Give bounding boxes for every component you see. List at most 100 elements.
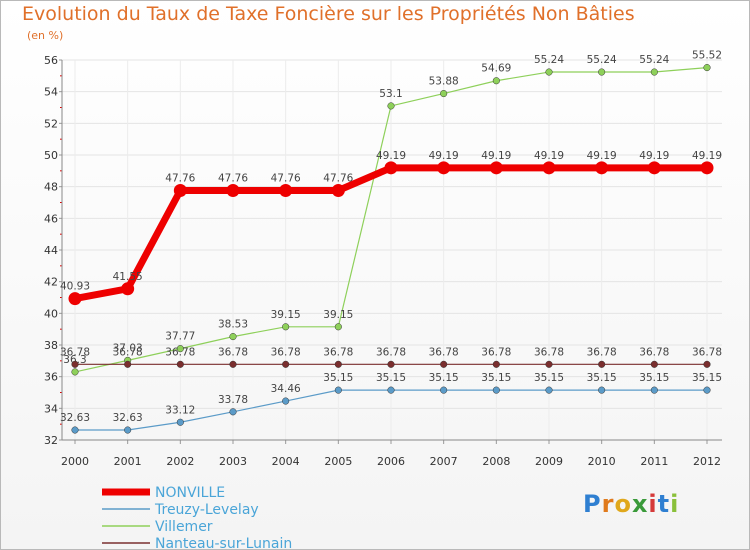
data-point [440,360,448,368]
data-point [387,386,395,394]
data-point [71,360,79,368]
x-tick-label: 2001 [114,455,142,468]
data-label: 35.15 [587,372,617,384]
data-point [598,360,606,368]
series-treuzy-levelay: 32.63 32.63 33.12 33.78 34.46 35.15 35.15 35.15… [60,372,722,434]
data-point [279,183,293,197]
data-point [595,161,609,175]
data-label: 36.78 [271,346,301,358]
data-point [598,386,606,394]
data-label: 53.88 [429,76,459,88]
data-label: 36.78 [376,346,406,358]
data-point [440,90,448,98]
data-label: 47.76 [165,172,195,184]
chart-unit-label: (en %) [27,29,64,42]
data-label: 37.77 [165,331,195,343]
data-label: 47.76 [271,172,301,184]
data-point [68,292,82,306]
y-tick-label: 34 [44,402,58,415]
data-label: 55.52 [692,50,722,62]
data-label: 40.93 [60,281,90,293]
data-point [492,77,500,85]
data-point [229,408,237,416]
data-point [282,397,290,405]
data-label: 35.15 [692,372,722,384]
logo-letter: t [657,490,671,518]
y-tick-label: 50 [44,149,58,162]
series-nanteau-sur-lunain: 36.78 36.78 36.78 36.78 36.78 36.78 36.78 36.78… [60,346,722,368]
data-label: 54.69 [481,63,511,75]
data-label: 35.15 [481,372,511,384]
data-label: 49.19 [587,150,617,162]
data-label: 36.78 [692,346,722,358]
data-label: 35.15 [376,372,406,384]
data-label: 34.46 [271,383,301,395]
x-tick-label: 2005 [324,455,352,468]
data-point [545,360,553,368]
x-tick-label: 2000 [61,455,89,468]
data-label: 36.78 [323,346,353,358]
data-point [384,161,398,175]
data-label: 36.78 [639,346,669,358]
data-point [440,386,448,394]
data-label: 53.1 [379,88,402,100]
data-label: 37.03 [113,342,143,354]
x-tick-label: 2004 [272,455,300,468]
y-tick-label: 52 [44,117,58,130]
data-point [173,183,187,197]
x-tick-label: 2003 [219,455,247,468]
data-label: 36.78 [481,346,511,358]
data-label: 49.19 [481,150,511,162]
data-point [124,426,132,434]
y-tick-label: 40 [44,307,58,320]
data-point [545,68,553,76]
data-point [492,360,500,368]
data-point [176,345,184,353]
data-point [647,161,661,175]
data-label: 49.19 [376,150,406,162]
data-point [282,360,290,368]
data-point [176,418,184,426]
series-villemer: 36.3 37.03 37.77 38.53 39.15 39.15 53.1 53.88 54… [63,50,722,376]
data-label: 36.78 [534,346,564,358]
data-label: 35.15 [639,372,669,384]
logo-letter: r [601,490,615,518]
data-label: 49.19 [639,150,669,162]
data-label: 33.12 [165,404,195,416]
data-point [545,386,553,394]
data-label: 49.19 [534,150,564,162]
data-label: 32.63 [113,412,143,424]
data-label: 35.15 [534,372,564,384]
y-tick-label: 32 [44,434,58,447]
data-point [703,64,711,72]
data-label: 32.63 [60,412,90,424]
data-point [437,161,451,175]
data-point [334,323,342,331]
data-point [387,360,395,368]
logo-letter: P [583,490,602,518]
data-label: 49.19 [692,150,722,162]
data-point [71,368,79,376]
y-tick-label: 46 [44,212,58,225]
data-point [387,102,395,110]
x-tick-label: 2009 [535,455,563,468]
data-point [229,333,237,341]
data-label: 35.15 [429,372,459,384]
data-label: 47.76 [218,172,248,184]
data-point [700,161,714,175]
series-nonville: 40.93 41.55 47.76 47.76 47.76 47.76 49.19 49.19… [60,150,722,306]
data-label: 33.78 [218,394,248,406]
data-point [650,68,658,76]
data-label: 38.53 [218,319,248,331]
data-point [121,282,135,296]
data-label: 36.78 [429,346,459,358]
data-label: 47.76 [323,172,353,184]
data-point [71,426,79,434]
data-point [598,68,606,76]
data-label: 39.15 [323,309,353,321]
legend-label: Nanteau-sur-Lunain [155,536,292,550]
data-label: 36.78 [587,346,617,358]
data-label: 39.15 [271,309,301,321]
data-label: 41.55 [113,271,143,283]
